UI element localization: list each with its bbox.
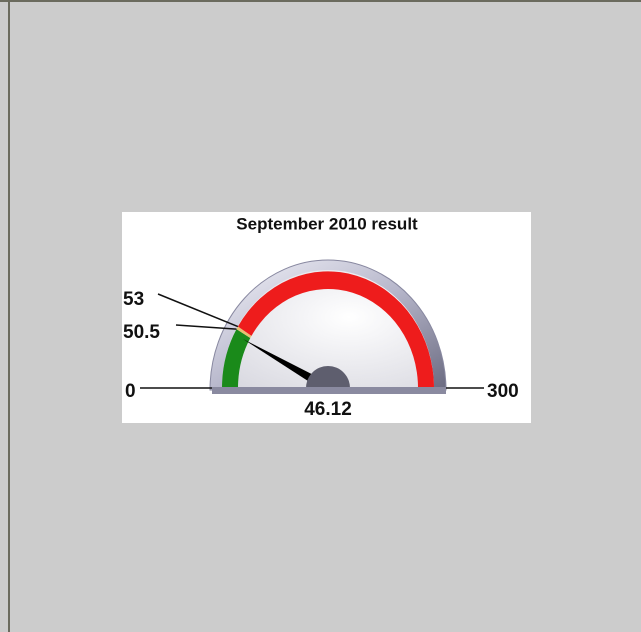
gauge: 0 50.5 53 300 46.12 — [123, 271, 519, 420]
gauge-band — [237, 271, 434, 388]
gauge-band — [222, 329, 251, 388]
chart-title: September 2010 result — [236, 214, 418, 233]
scale-label: 53 — [123, 289, 144, 310]
leader-line — [175, 324, 237, 330]
value-label: 46.12 — [304, 399, 352, 420]
scale-label: 0 — [125, 381, 136, 402]
gauge-base — [212, 387, 446, 394]
needle-hub — [306, 366, 350, 388]
scale-label: 300 — [487, 381, 519, 402]
scale-label: 50.5 — [123, 322, 160, 343]
gauge-band — [236, 326, 252, 339]
leader-line — [157, 293, 239, 328]
